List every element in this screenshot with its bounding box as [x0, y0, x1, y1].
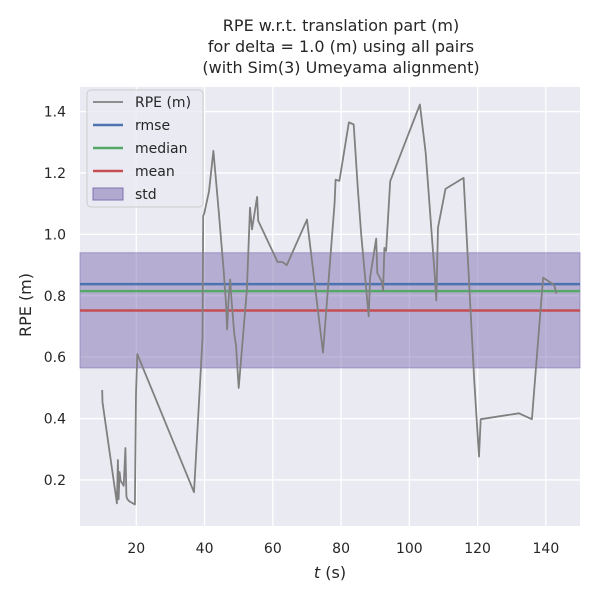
x-tick-label: 80: [332, 541, 350, 557]
legend: RPE (m) rmse median mean std: [86, 89, 204, 208]
chart-title: RPE w.r.t. translation part (m) for delt…: [202, 16, 479, 77]
title-line-3: (with Sim(3) Umeyama alignment): [202, 58, 479, 77]
legend-label: rmse: [135, 118, 170, 134]
legend-label: median: [135, 141, 187, 157]
x-tick-label: 140: [533, 541, 560, 557]
y-tick-label: 1.0: [44, 227, 66, 243]
title-line-1: RPE w.r.t. translation part (m): [223, 16, 459, 35]
y-tick-label: 1.4: [44, 105, 66, 121]
y-tick-label: 0.8: [44, 289, 66, 305]
legend-box: [86, 89, 204, 208]
x-tick-label: 100: [396, 541, 423, 557]
y-tick-label: 0.4: [44, 412, 66, 428]
legend-label: mean: [135, 164, 175, 180]
y-axis-label: RPE (m): [16, 273, 35, 337]
legend-label: RPE (m): [135, 95, 191, 111]
y-tick-label: 1.2: [44, 166, 66, 182]
x-tick-label: 40: [196, 541, 214, 557]
legend-swatch-std: [92, 187, 124, 201]
tick-labels: 20 40 60 80 100 120 140 0.2 0.4 0.6 0.8 1.0 1.2 1.4: [44, 105, 560, 557]
x-axis-label: t (s): [314, 563, 346, 582]
stat-lines: [80, 282, 580, 312]
x-axis-label-variable: t: [314, 563, 321, 582]
series-layer: [101, 103, 558, 506]
x-tick-label: 20: [127, 541, 145, 557]
rpe-series-line: [101, 103, 558, 506]
x-tick-label: 120: [464, 541, 491, 557]
y-tick-label: 0.6: [44, 350, 66, 366]
legend-label: std: [135, 187, 157, 203]
x-axis-label-unit: (s): [320, 563, 346, 582]
y-tick-label: 0.2: [44, 473, 66, 489]
title-line-2: for delta = 1.0 (m) using all pairs: [208, 37, 474, 56]
x-tick-label: 60: [264, 541, 282, 557]
